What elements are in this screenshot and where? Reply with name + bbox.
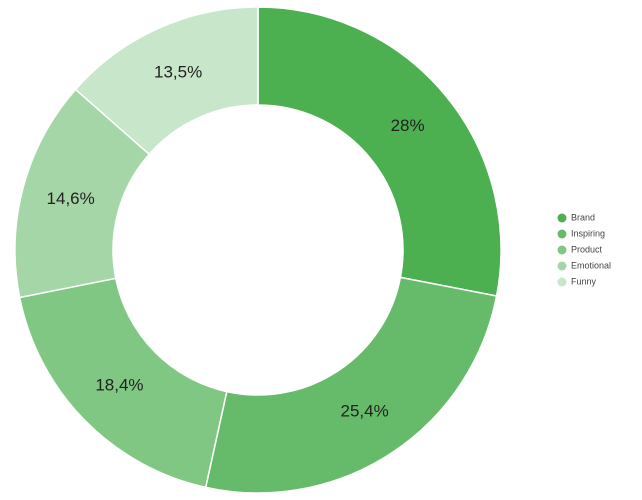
donut-slice	[74, 6, 259, 156]
legend-label: Funny	[571, 276, 597, 286]
donut-slice	[204, 276, 498, 494]
legend-label: Product	[571, 244, 603, 254]
value-label: 28%	[391, 116, 425, 135]
legend-swatch	[557, 277, 567, 287]
legend-label: Emotional	[571, 260, 611, 270]
value-label: 18,4%	[95, 375, 143, 394]
legend-swatch	[557, 213, 567, 223]
value-label: 13,5%	[154, 63, 202, 82]
legend-label: Brand	[571, 212, 595, 222]
legend-swatch	[557, 261, 567, 271]
legend-swatch	[557, 245, 567, 255]
donut-slice	[18, 277, 228, 489]
value-label: 14,6%	[47, 189, 95, 208]
legend-swatch	[557, 229, 567, 239]
value-label: 25,4%	[341, 402, 389, 421]
donut-slice	[257, 6, 502, 297]
legend-label: Inspiring	[571, 228, 605, 238]
